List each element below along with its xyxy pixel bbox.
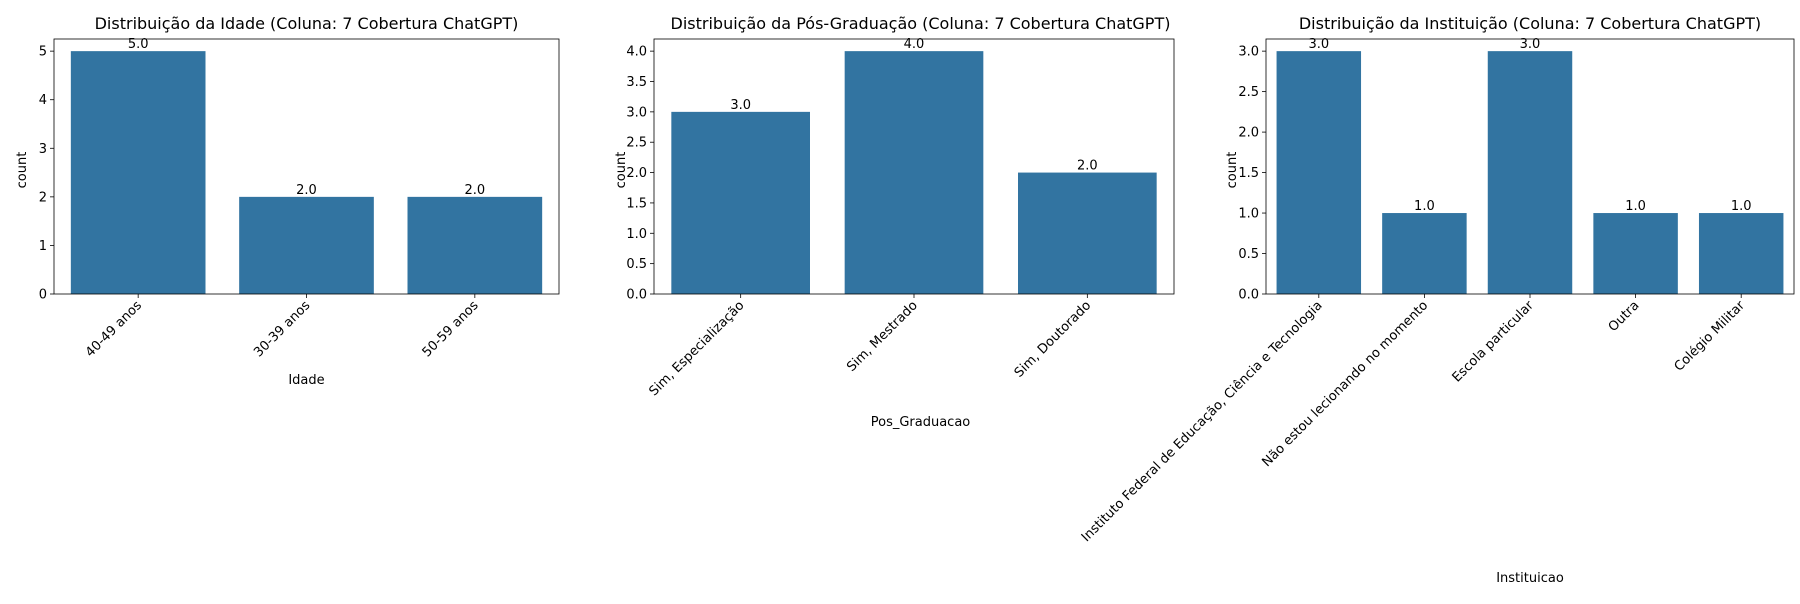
y-axis-label: count (15, 152, 30, 189)
chart-title: Distribuição da Idade (Coluna: 7 Cobertu… (95, 14, 519, 33)
bar (1487, 51, 1573, 295)
x-tick-label: Sim, Mestrado (844, 298, 921, 375)
bar (407, 196, 543, 294)
x-tick-label: 30-39 anos (251, 298, 313, 360)
y-tick-label: 1.5 (626, 196, 647, 211)
x-tick-label: 40-49 anos (83, 298, 145, 360)
x-tick-label: Colégio Militar (1672, 298, 1749, 375)
y-tick-label: 0.5 (1238, 247, 1259, 262)
plot-area: 3.0 Sim, Especialização 4.0 Sim, Mestrado 2.… (626, 37, 1175, 399)
axes-frame (653, 38, 1175, 295)
y-tick-label: 2.5 (626, 136, 647, 151)
chart-title: Distribuição da Instituição (Coluna: 7 C… (1299, 14, 1761, 33)
y-tick-label: 4.0 (626, 45, 647, 60)
y-tick-label: 1.5 (1238, 166, 1259, 181)
x-tick-label: Instituto Federal de Educação, Ciência e… (1079, 298, 1326, 545)
y-tick-label: 0.5 (626, 257, 647, 272)
y-tick-label: 5 (39, 45, 47, 60)
bar (844, 51, 984, 295)
bar-value-label: 5.0 (128, 37, 149, 52)
x-tick-label: 50-59 anos (420, 298, 482, 360)
y-tick-label: 0.0 (626, 288, 647, 303)
y-tick-label: 2.5 (1238, 85, 1259, 100)
y-tick-label: 1.0 (1238, 207, 1259, 222)
x-axis-label: Instituicao (1496, 571, 1564, 586)
bar (1698, 213, 1784, 294)
bar-value-label: 2.0 (1077, 159, 1098, 174)
bar-value-label: 3.0 (1520, 37, 1541, 52)
chart-title: Distribuição da Pós-Graduação (Coluna: 7… (671, 14, 1171, 33)
y-tick-label: 3 (39, 142, 47, 157)
bar (1382, 213, 1467, 294)
y-tick-label: 1 (39, 239, 47, 254)
y-tick-label: 0.0 (1238, 288, 1259, 303)
bar-value-label: 4.0 (904, 37, 925, 52)
x-tick-label: Não estou lecionando no momento (1259, 298, 1431, 470)
bar (1018, 172, 1157, 294)
axes-frame (53, 38, 560, 295)
y-tick-label: 2 (39, 190, 47, 205)
y-axis-label: count (614, 152, 629, 189)
bar-value-label: 3.0 (1308, 37, 1329, 52)
bar-value-label: 1.0 (1414, 199, 1435, 214)
x-tick-label: Outra (1606, 298, 1643, 335)
bar (239, 196, 374, 294)
chart-pos-graduacao: Distribuição da Pós-Graduação (Coluna: 7… (614, 14, 1175, 430)
bar (1593, 213, 1678, 294)
x-axis-label: Pos_Graduacao (871, 415, 971, 430)
bar-value-label: 1.0 (1731, 199, 1752, 214)
x-tick-label: Sim, Doutorado (1012, 298, 1094, 380)
x-axis-label: Idade (288, 373, 324, 388)
bar-value-label: 2.0 (296, 183, 317, 198)
chart-idade: Distribuição da Idade (Coluna: 7 Cobertu… (15, 14, 560, 388)
axes-frame (1265, 38, 1795, 295)
chart-instituicao: Distribuição da Instituição (Coluna: 7 C… (1079, 14, 1795, 586)
y-tick-label: 1.0 (626, 227, 647, 242)
x-tick-label: Sim, Especialização (646, 298, 747, 399)
y-tick-label: 4 (39, 93, 47, 108)
plot-area: 5.0 40-49 anos 2.0 30-39 anos 2.0 50-59 anos 0… (39, 37, 560, 360)
y-tick-label: 3.0 (626, 105, 647, 120)
bar (70, 51, 206, 295)
y-tick-label: 3.0 (1238, 45, 1259, 60)
bar-value-label: 3.0 (730, 98, 751, 113)
y-tick-label: 2.0 (1238, 126, 1259, 141)
x-tick-label: Escola particular (1450, 298, 1538, 386)
y-tick-label: 3.5 (626, 75, 647, 90)
y-tick-label: 2.0 (626, 166, 647, 181)
bar-value-label: 2.0 (464, 183, 485, 198)
y-tick-label: 0 (39, 288, 47, 303)
bar-value-label: 1.0 (1625, 199, 1646, 214)
bar (671, 111, 810, 294)
plot-area: 3.0 Instituto Federal de Educação, Ciênci… (1079, 37, 1795, 545)
bar (1276, 51, 1362, 295)
y-axis-label: count (1225, 152, 1240, 189)
